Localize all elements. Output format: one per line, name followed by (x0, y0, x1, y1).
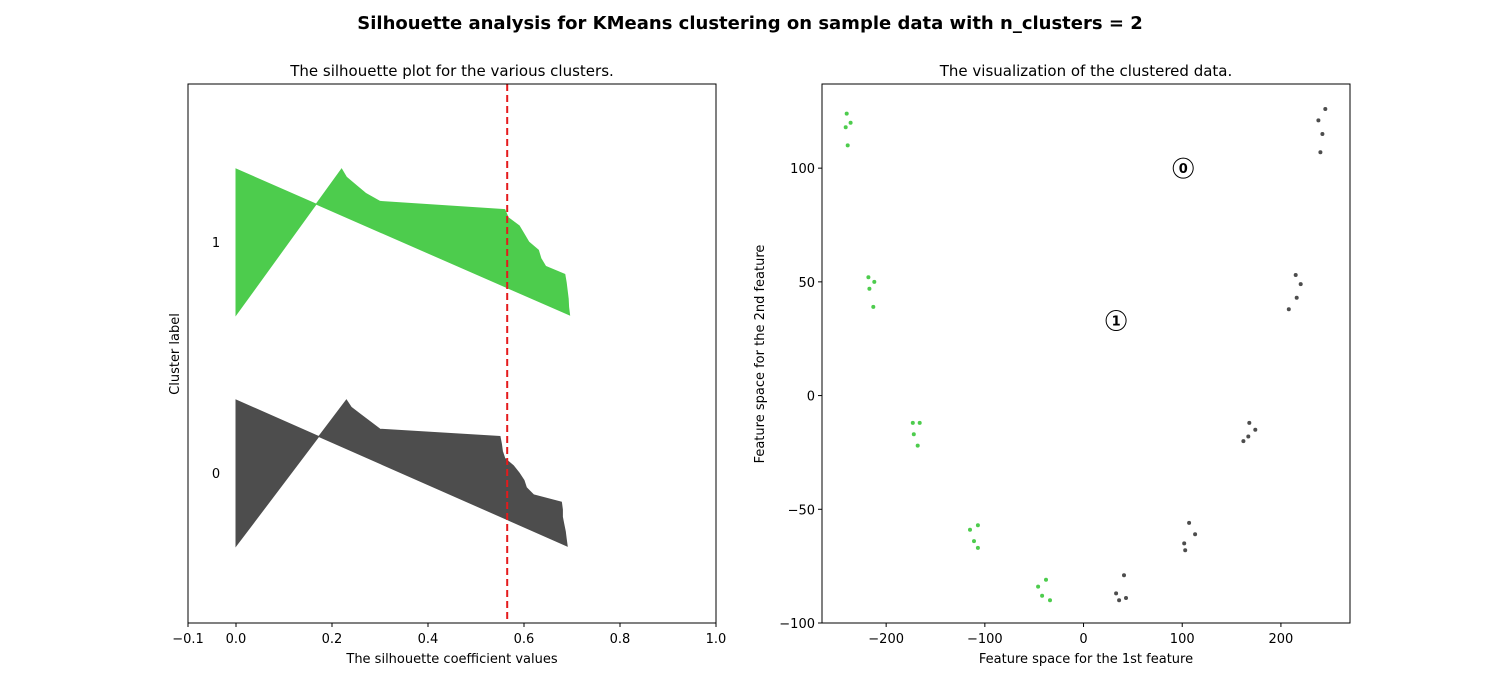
scatter-point-cluster-0 (1286, 307, 1291, 312)
scatter-point-cluster-1 (968, 527, 972, 532)
scatter-point-cluster-0 (1182, 541, 1187, 546)
silhouette-plot: The silhouette plot for the various clus… (168, 62, 726, 667)
scatter-point-cluster-0 (1124, 596, 1128, 600)
silhouette-plot-title: The silhouette plot for the various clus… (289, 62, 614, 80)
cluster-center-0 (1172, 157, 1194, 179)
scatter-xtick-label: −100 (967, 632, 1003, 647)
silhouette-xtick-label: −0.1 (172, 632, 204, 647)
scatter-xtick-label: 100 (1170, 632, 1195, 647)
silhouette-cluster-1 (235, 168, 571, 317)
scatter-plot-frame (821, 83, 1351, 624)
silhouette-cluster-0 (235, 399, 568, 548)
scatter-point-cluster-1 (866, 275, 871, 280)
scatter-point-cluster-1 (843, 125, 848, 130)
figure-title: Silhouette analysis for KMeans clusterin… (357, 13, 1142, 34)
scatter-point-cluster-1 (867, 286, 872, 291)
scatter-point-cluster-0 (1294, 295, 1299, 300)
cluster-center-label-0: 0 (1179, 162, 1188, 177)
scatter-point-cluster-1 (972, 539, 976, 544)
scatter-point-cluster-1 (975, 523, 980, 528)
scatter-point-cluster-0 (1298, 282, 1303, 287)
scatter-point-cluster-0 (1293, 273, 1298, 277)
silhouette-plot-ylabel: Cluster label (168, 313, 183, 395)
silhouette-xtick-label: 0.6 (514, 632, 535, 647)
scatter-point-cluster-0 (1193, 532, 1198, 537)
scatter-point-cluster-1 (1040, 593, 1045, 598)
silhouette-xtick-label: 0.0 (226, 632, 247, 647)
scatter-ytick-label: −50 (788, 503, 815, 518)
scatter-point-cluster-1 (911, 432, 916, 437)
scatter-ytick-label: 0 (807, 390, 815, 405)
scatter-point-cluster-0 (1316, 118, 1321, 123)
scatter-plot-ylabel: Feature space for the 2nd feature (753, 245, 768, 464)
scatter-point-cluster-0 (1318, 150, 1323, 155)
scatter-point-cluster-1 (1048, 598, 1052, 603)
scatter-plot-title: The visualization of the clustered data. (939, 62, 1233, 80)
scatter-point-cluster-1 (910, 420, 915, 425)
scatter-point-cluster-0 (1246, 434, 1251, 439)
scatter-plot-xlabel: Feature space for the 1st feature (979, 652, 1193, 667)
silhouette-xtick-label: 0.4 (418, 632, 439, 647)
scatter-point-cluster-0 (1323, 107, 1328, 111)
scatter-point-cluster-0 (1122, 573, 1126, 578)
scatter-ytick-label: −100 (779, 617, 815, 632)
scatter-point-cluster-0 (1320, 132, 1325, 136)
scatter-point-cluster-1 (1036, 584, 1041, 589)
scatter-ytick-label: 100 (790, 162, 815, 177)
scatter-point-cluster-1 (844, 111, 849, 116)
cluster-label-1: 1 (212, 236, 220, 251)
scatter-point-cluster-0 (1253, 427, 1258, 432)
scatter-point-cluster-1 (1044, 577, 1048, 582)
silhouette-xtick-label: 0.2 (322, 632, 343, 647)
cluster-label-0: 0 (212, 467, 220, 482)
scatter-point-cluster-1 (915, 443, 920, 448)
scatter-point-cluster-1 (848, 120, 853, 125)
scatter-point-cluster-0 (1117, 598, 1122, 603)
scatter-ytick-label: 50 (798, 276, 815, 291)
scatter-point-cluster-0 (1183, 548, 1188, 553)
scatter-point-cluster-0 (1187, 520, 1192, 525)
cluster-center-1 (1105, 310, 1127, 332)
scatter-point-cluster-0 (1114, 591, 1119, 596)
scatter-point-cluster-1 (871, 304, 876, 309)
scatter-point-cluster-0 (1241, 439, 1246, 444)
silhouette-xtick-label: 1.0 (706, 632, 727, 647)
scatter-xtick-label: 0 (1079, 632, 1087, 647)
cluster-center-label-1: 1 (1112, 315, 1121, 330)
scatter-point-cluster-1 (845, 143, 850, 148)
silhouette-plot-xlabel: The silhouette coefficient values (345, 652, 557, 667)
scatter-point-cluster-1 (872, 279, 877, 284)
cluster-scatter-plot: The visualization of the clustered data.… (753, 62, 1351, 667)
scatter-xtick-label: −200 (868, 632, 904, 647)
scatter-point-cluster-0 (1247, 420, 1252, 425)
scatter-point-cluster-1 (917, 420, 922, 425)
scatter-xtick-label: 200 (1269, 632, 1294, 647)
silhouette-xtick-label: 0.8 (610, 632, 631, 647)
silhouette-plot-frame (187, 83, 717, 624)
scatter-point-cluster-1 (975, 545, 980, 550)
